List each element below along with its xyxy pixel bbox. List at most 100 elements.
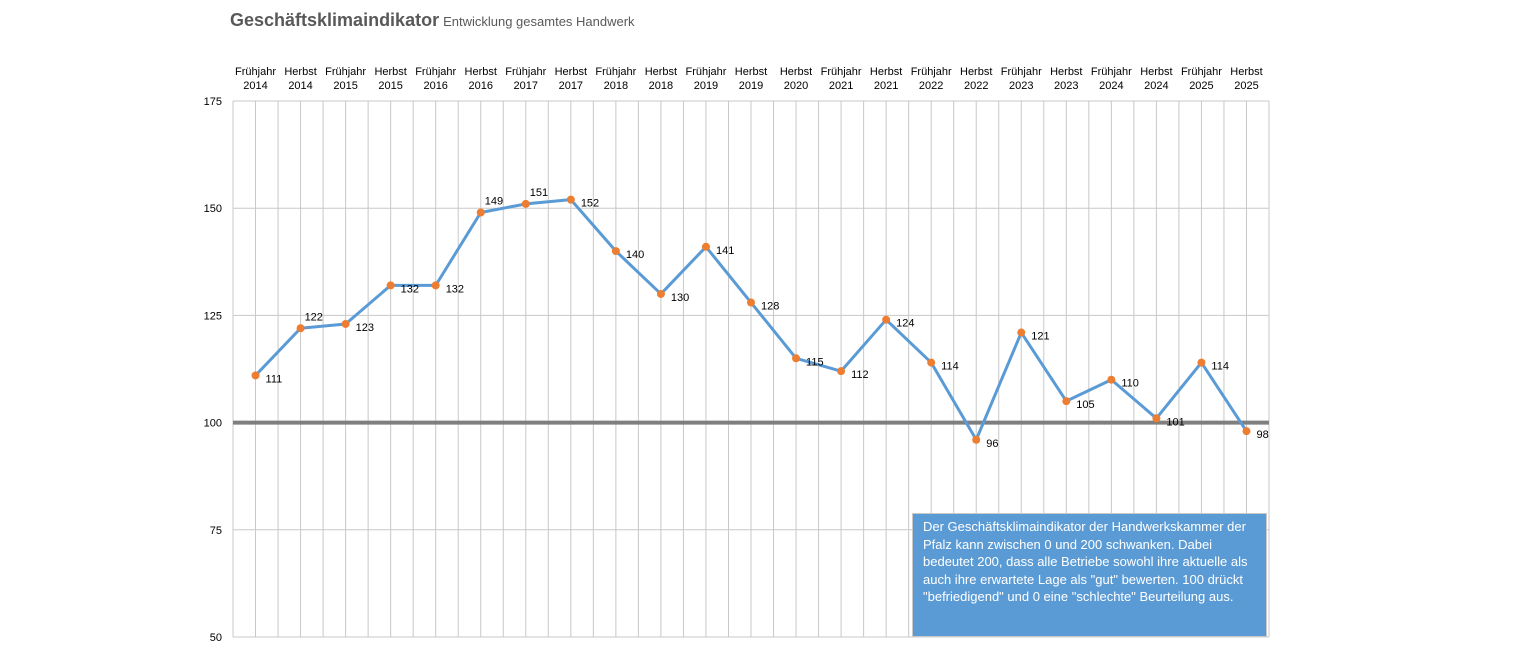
- data-point: [611, 247, 620, 256]
- x-tick-label-line2: 2024: [1144, 80, 1168, 92]
- data-point: [701, 242, 710, 251]
- y-tick-label: 125: [204, 310, 222, 322]
- data-point: [476, 208, 485, 217]
- data-label: 140: [626, 249, 644, 261]
- data-point: [837, 367, 846, 376]
- x-tick-label-line2: 2016: [468, 80, 492, 92]
- x-tick-label-line2: 2017: [559, 80, 583, 92]
- x-tick-label-line1: Herbst: [870, 66, 902, 78]
- x-tick-label-line2: 2025: [1234, 80, 1258, 92]
- x-tick-label-line1: Herbst: [780, 66, 812, 78]
- data-label: 130: [671, 292, 689, 304]
- data-label: 132: [401, 283, 419, 295]
- x-tick-label-line2: 2018: [604, 80, 628, 92]
- y-tick-label: 175: [204, 96, 222, 108]
- x-tick-label-line1: Herbst: [1050, 66, 1082, 78]
- x-tick-label-line1: Herbst: [735, 66, 767, 78]
- x-tick-label-line2: 2024: [1099, 80, 1123, 92]
- data-point: [251, 371, 260, 380]
- data-label: 114: [1211, 361, 1229, 373]
- x-tick-label-line1: Frühjahr: [685, 66, 726, 78]
- data-point: [972, 435, 981, 444]
- x-tick-label-line1: Frühjahr: [325, 66, 366, 78]
- data-point: [882, 315, 891, 324]
- explanation-textbox: Der Geschäftsklimaindikator der Handwerk…: [912, 513, 1267, 637]
- data-label: 111: [266, 373, 283, 385]
- x-tick-label-line2: 2014: [243, 80, 267, 92]
- data-point: [747, 298, 755, 307]
- x-tick-label-line1: Herbst: [555, 66, 587, 78]
- x-tick-label-line1: Frühjahr: [1091, 66, 1132, 78]
- data-point: [1107, 375, 1116, 384]
- x-tick-label-line2: 2022: [964, 80, 988, 92]
- data-label: 115: [806, 356, 824, 368]
- x-tick-label-line1: Frühjahr: [1001, 66, 1042, 78]
- y-tick-label: 100: [204, 418, 222, 430]
- data-label: 123: [356, 322, 374, 334]
- x-tick-label-line1: Frühjahr: [505, 66, 546, 78]
- data-point: [1062, 397, 1071, 406]
- x-tick-label-line1: Herbst: [1230, 66, 1262, 78]
- y-tick-label: 150: [204, 203, 222, 215]
- x-tick-label-line2: 2019: [694, 80, 718, 92]
- x-tick-label-line2: 2021: [874, 80, 898, 92]
- data-point: [656, 289, 665, 298]
- title-subtitle: Entwicklung gesamtes Handwerk: [443, 14, 635, 29]
- x-tick-label-line2: 2025: [1189, 80, 1213, 92]
- chart-title: Geschäftsklimaindikator Entwicklung gesam…: [230, 10, 635, 31]
- data-label: 101: [1166, 416, 1184, 428]
- x-tick-label-line1: Frühjahr: [911, 66, 952, 78]
- data-point: [431, 281, 440, 290]
- data-label: 149: [485, 195, 503, 207]
- data-label: 141: [716, 245, 734, 257]
- data-point: [1152, 414, 1161, 423]
- data-point: [521, 199, 530, 208]
- data-point: [566, 195, 575, 204]
- x-tick-label-line2: 2023: [1054, 80, 1078, 92]
- x-tick-label-line2: 2020: [784, 80, 808, 92]
- data-label: 151: [530, 187, 548, 199]
- x-tick-label-line1: Herbst: [465, 66, 497, 78]
- data-label: 128: [761, 301, 779, 313]
- data-point: [792, 354, 801, 363]
- x-tick-label-line1: Frühjahr: [235, 66, 276, 78]
- data-label: 114: [941, 361, 959, 373]
- data-label: 96: [986, 438, 998, 450]
- data-label: 110: [1121, 378, 1139, 390]
- x-tick-label-line1: Herbst: [1140, 66, 1172, 78]
- x-tick-label-line2: 2017: [514, 80, 538, 92]
- data-label: 121: [1031, 331, 1049, 343]
- data-label: 152: [581, 198, 599, 210]
- x-tick-label-line2: 2016: [423, 80, 447, 92]
- data-label: 132: [446, 283, 464, 295]
- x-tick-label-line1: Herbst: [374, 66, 406, 78]
- data-label: 124: [896, 318, 914, 330]
- x-tick-label-line2: 2014: [288, 80, 312, 92]
- x-tick-label-line2: 2015: [378, 80, 402, 92]
- data-label: 105: [1076, 399, 1094, 411]
- x-tick-label-line1: Herbst: [645, 66, 677, 78]
- y-tick-label: 50: [210, 632, 222, 644]
- x-tick-label-line1: Frühjahr: [415, 66, 456, 78]
- x-tick-label-line1: Frühjahr: [1181, 66, 1222, 78]
- x-tick-label-line1: Herbst: [284, 66, 316, 78]
- data-point: [296, 324, 305, 333]
- data-point: [1197, 358, 1206, 367]
- x-tick-label-line2: 2023: [1009, 80, 1033, 92]
- data-label: 98: [1256, 429, 1268, 441]
- y-tick-label: 75: [210, 525, 222, 537]
- x-tick-label-line1: Frühjahr: [595, 66, 636, 78]
- data-label: 122: [305, 311, 323, 323]
- x-tick-label-line1: Herbst: [960, 66, 992, 78]
- x-tick-label-line2: 2015: [333, 80, 357, 92]
- x-tick-label-line2: 2021: [829, 80, 853, 92]
- data-point: [927, 358, 936, 367]
- x-tick-label-line2: 2022: [919, 80, 943, 92]
- data-point: [1242, 427, 1251, 436]
- data-point: [341, 319, 350, 328]
- data-point: [1017, 328, 1026, 337]
- x-tick-label-line1: Frühjahr: [821, 66, 862, 78]
- data-label: 112: [851, 369, 869, 381]
- x-tick-label-line2: 2018: [649, 80, 673, 92]
